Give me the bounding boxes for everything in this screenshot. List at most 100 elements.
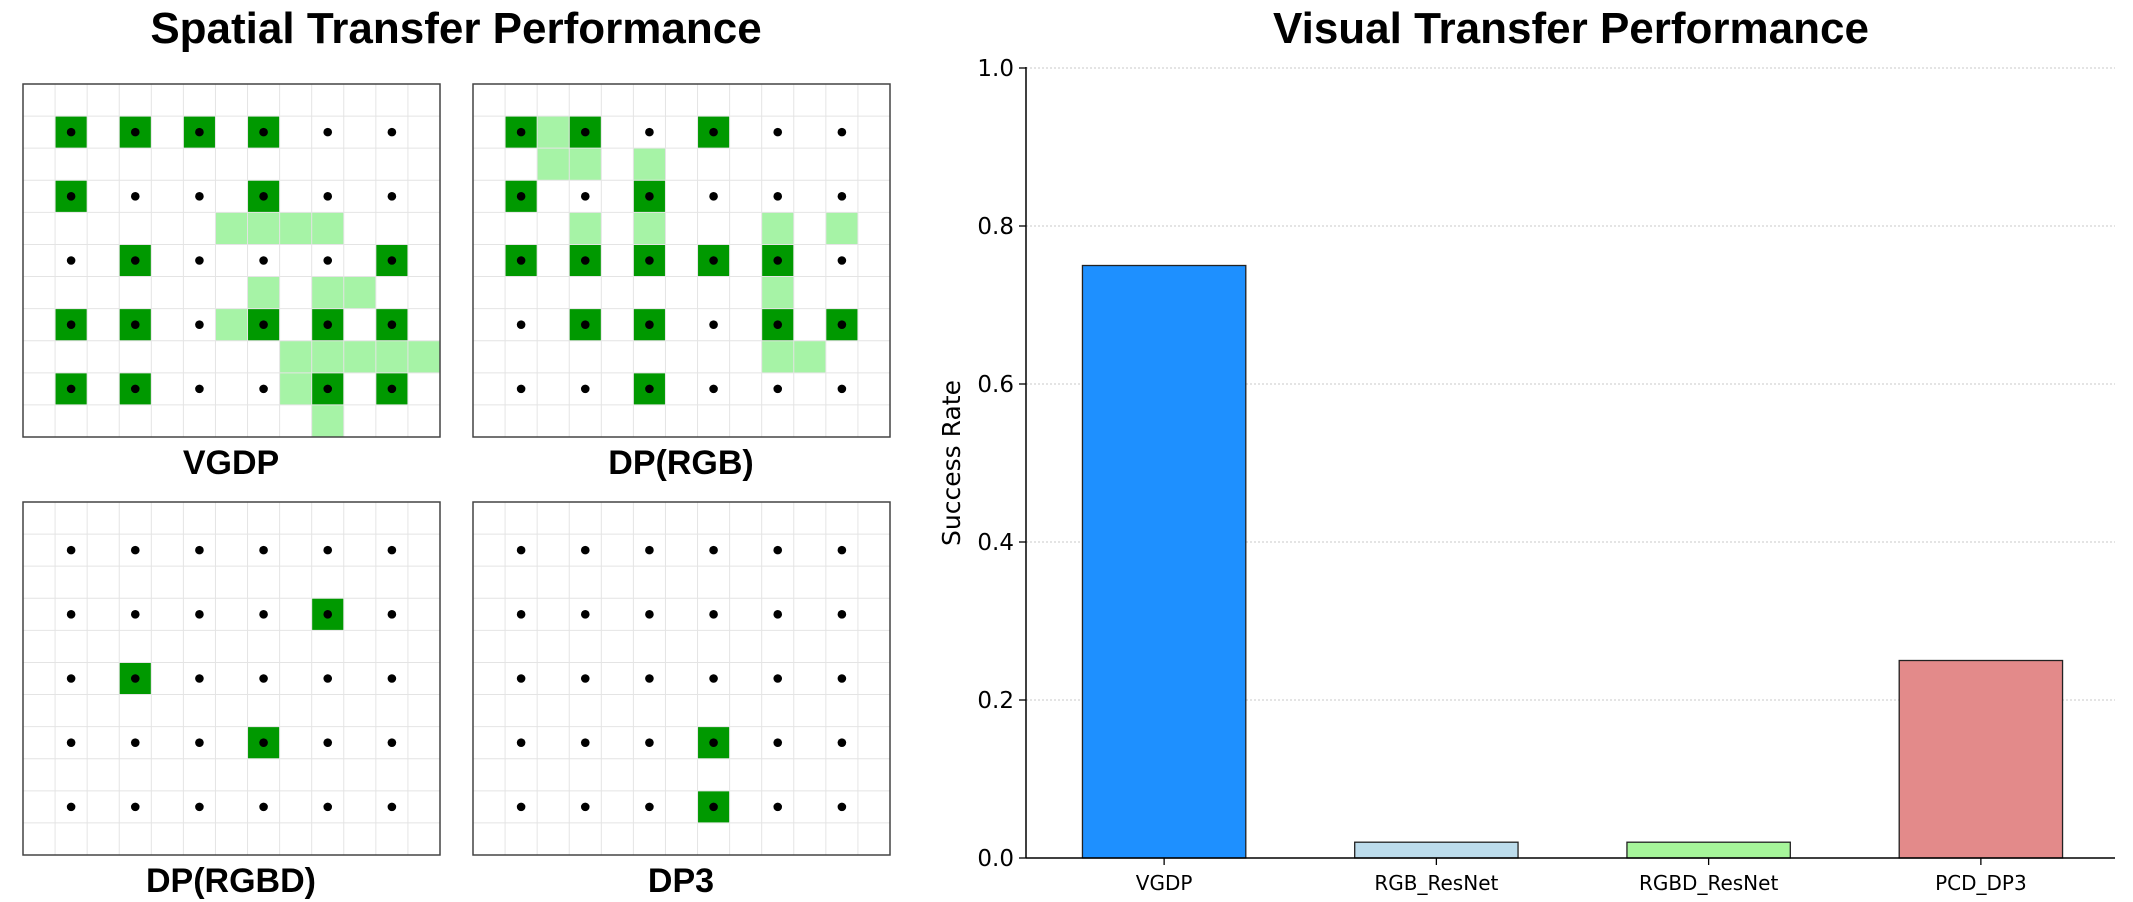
target-dot [773,192,783,201]
target-dot [387,127,397,137]
target-dot [323,320,333,329]
panel-label-dp3: DP3 [647,862,715,900]
partial-cell [569,212,602,245]
target-dot [66,738,76,747]
target-dot [323,384,333,394]
target-dot [837,674,847,683]
target-dot [130,802,140,812]
target-dot [709,610,718,619]
target-dot [195,320,204,329]
target-dot [709,802,718,812]
target-dot [323,192,333,201]
bar-vgdp [1081,264,1247,859]
target-dot [773,384,783,394]
target-dot [580,127,590,137]
target-dot [709,545,718,555]
partial-cell [569,148,602,181]
target-dot [195,738,204,747]
target-dot [773,610,783,619]
panel-label-dp-rgbd: DP(RGBD) [146,862,316,900]
panel-border [22,501,441,856]
target-dot [580,674,590,683]
target-dot [516,610,526,619]
spatial-title: Spatial Transfer Performance [150,4,762,53]
target-dot [387,545,397,555]
target-dot [323,127,333,137]
partial-cell [215,308,248,341]
target-dot [387,256,397,265]
partial-cell [633,148,666,181]
x-tick-label: RGBD_ResNet [1639,871,1779,895]
target-dot [66,610,76,619]
target-dot [195,802,204,812]
y-axis-label: Success Rate [937,380,966,546]
panel-border [472,501,891,856]
target-dot [259,127,268,137]
spatial-grids [22,83,891,856]
target-dot [66,802,76,812]
target-dot [580,384,590,394]
target-dot [130,384,140,394]
target-dot [259,545,268,555]
grid-panel-dprgbd [22,501,441,856]
target-dot [130,256,140,265]
target-dot [709,127,718,137]
partial-cell [311,212,344,245]
panel-background [473,502,890,855]
partial-cell [793,340,826,373]
partial-cell [375,340,408,373]
target-dot [773,127,783,137]
target-dot [709,320,718,329]
partial-cell [279,340,312,373]
partial-cell [761,212,794,245]
panel-background [23,84,440,437]
target-dot [387,738,397,747]
target-dot [516,192,526,201]
target-dot [259,192,268,201]
y-tick-label: 0.8 [977,214,1014,240]
target-dot [645,384,654,394]
target-dot [580,610,590,619]
target-dot [130,738,140,747]
target-dot [580,192,590,201]
target-dot [516,320,526,329]
target-dot [387,384,397,394]
target-dot [66,545,76,555]
partial-cell [825,212,858,245]
target-dot [195,256,204,265]
target-dot [323,610,333,619]
target-dot [259,610,268,619]
target-dot [259,320,268,329]
target-dot [580,320,590,329]
grid-panel-dp3 [472,501,891,856]
target-dot [837,256,847,265]
partial-cell [279,372,312,405]
partial-cell [247,212,280,245]
target-dot [516,738,526,747]
x-tick-label: VGDP [1136,871,1193,895]
target-dot [837,802,847,812]
partial-cell [537,148,570,181]
target-dot [773,256,783,265]
target-dot [259,738,268,747]
target-dot [323,545,333,555]
bar-pcd_dp3 [1898,659,2064,859]
target-dot [195,127,204,137]
partial-cell [247,276,280,309]
target-dot [130,192,140,201]
partial-cell [343,276,376,309]
target-dot [387,802,397,812]
target-dot [773,320,783,329]
target-dot [645,545,654,555]
target-dot [66,127,76,137]
partial-cell [407,340,440,373]
target-dot [580,802,590,812]
target-dot [580,256,590,265]
bar-rgb_resnet [1354,841,1519,859]
target-dot [195,192,204,201]
target-dot [645,802,654,812]
target-dot [773,802,783,812]
target-dot [259,674,268,683]
panel-border [472,83,891,438]
target-dot [323,674,333,683]
